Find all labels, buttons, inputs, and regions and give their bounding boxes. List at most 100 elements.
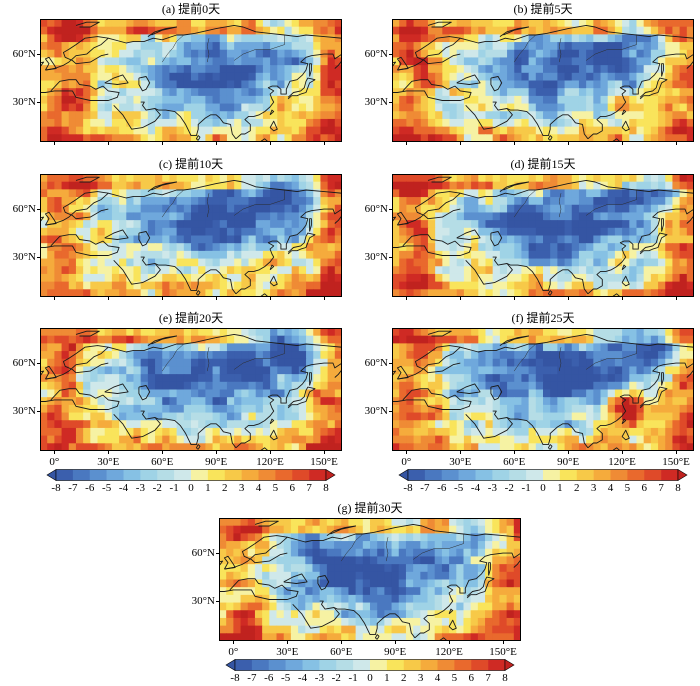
grid-cell bbox=[593, 381, 602, 391]
grid-cell bbox=[686, 273, 693, 283]
grid-cell bbox=[291, 351, 300, 360]
grid-cell bbox=[658, 189, 666, 198]
grid-cell bbox=[97, 80, 106, 89]
grid-cell bbox=[586, 366, 594, 375]
colorbar-swatch bbox=[526, 469, 544, 481]
coastline bbox=[41, 79, 120, 101]
grid-cell bbox=[393, 443, 400, 450]
grid-cell bbox=[183, 435, 192, 444]
grid-cell bbox=[586, 412, 594, 421]
grid-cell bbox=[41, 250, 48, 260]
longitude-tick bbox=[216, 451, 218, 454]
grid-cell bbox=[334, 412, 341, 421]
grid-cell bbox=[478, 95, 487, 105]
grid-cell bbox=[319, 548, 328, 558]
colorbar-swatch bbox=[123, 469, 141, 481]
grid-cell bbox=[593, 88, 602, 97]
grid-cell bbox=[507, 289, 515, 296]
grid-cell bbox=[312, 541, 321, 550]
grid-cell bbox=[362, 602, 371, 611]
grid-cell bbox=[68, 266, 77, 275]
coastline bbox=[460, 179, 693, 199]
grid-cell bbox=[550, 397, 558, 406]
grid-cell bbox=[600, 235, 609, 244]
grid-cell bbox=[471, 103, 479, 112]
grid-cell bbox=[355, 579, 364, 588]
grid-cell bbox=[334, 103, 341, 112]
grid-cell bbox=[535, 118, 544, 128]
grid-cell bbox=[126, 197, 135, 206]
grid-cell bbox=[219, 266, 228, 275]
grid-cell bbox=[514, 26, 523, 35]
grid-cell bbox=[435, 329, 443, 337]
grid-cell bbox=[492, 111, 501, 120]
grid-cell bbox=[600, 397, 609, 406]
grid-cell bbox=[463, 617, 472, 627]
grid-cell bbox=[169, 72, 178, 82]
grid-cell bbox=[507, 358, 515, 368]
longitude-tick bbox=[162, 142, 164, 145]
grid-cell bbox=[413, 351, 422, 360]
grid-cell bbox=[607, 289, 616, 296]
grid-cell bbox=[119, 212, 127, 221]
grid-cell bbox=[262, 519, 270, 527]
coastline bbox=[195, 444, 201, 450]
grid-cell bbox=[212, 20, 221, 28]
grid-cell bbox=[499, 88, 508, 97]
grid-cell bbox=[550, 289, 558, 296]
grid-cell bbox=[83, 175, 91, 183]
grid-cell bbox=[162, 273, 171, 283]
grid-cell bbox=[686, 57, 693, 66]
grid-cell bbox=[334, 366, 341, 375]
grid-cell bbox=[456, 374, 465, 383]
grid-cell bbox=[686, 351, 693, 360]
grid-cell bbox=[198, 366, 206, 375]
grid-cell bbox=[478, 412, 487, 421]
grid-cell bbox=[277, 95, 286, 105]
grid-cell bbox=[578, 65, 587, 74]
grid-cell bbox=[427, 57, 436, 66]
grid-cell bbox=[191, 366, 199, 375]
grid-cell bbox=[83, 420, 91, 429]
rivers bbox=[161, 34, 285, 63]
grid-cell bbox=[593, 427, 602, 437]
grid-cell bbox=[247, 533, 256, 542]
grid-cell bbox=[679, 175, 688, 183]
grid-cell bbox=[398, 610, 407, 619]
grid-cell bbox=[191, 351, 199, 360]
grid-cell bbox=[600, 49, 609, 59]
latitude-tick bbox=[37, 54, 40, 56]
grid-cell bbox=[269, 571, 278, 581]
grid-cell bbox=[334, 80, 341, 89]
grid-cell bbox=[319, 556, 328, 565]
grid-cell bbox=[636, 335, 645, 344]
grid-cell bbox=[571, 250, 580, 260]
grid-cell bbox=[393, 358, 400, 368]
grid-cell bbox=[104, 20, 113, 28]
grid-cell bbox=[543, 26, 551, 35]
grid-cell bbox=[298, 571, 306, 581]
grid-cell bbox=[219, 397, 228, 406]
grid-cell bbox=[384, 571, 393, 581]
grid-cell bbox=[283, 564, 292, 573]
grid-cell bbox=[355, 610, 364, 619]
grid-cell bbox=[434, 519, 443, 527]
grid-cell bbox=[248, 389, 257, 398]
grid-cell bbox=[205, 404, 214, 414]
grid-cell bbox=[313, 243, 322, 252]
grid-cell bbox=[226, 189, 235, 198]
grid-cell bbox=[284, 227, 293, 237]
grid-cell bbox=[370, 541, 378, 550]
grid-cell bbox=[47, 20, 55, 28]
grid-cell bbox=[471, 42, 479, 51]
grid-cell bbox=[492, 266, 501, 275]
grid-cell bbox=[586, 435, 594, 444]
grid-cell bbox=[155, 72, 163, 82]
grid-cell bbox=[341, 587, 350, 596]
grid-cell bbox=[327, 34, 336, 43]
grid-cell bbox=[492, 42, 501, 51]
grid-cell bbox=[434, 579, 443, 588]
grid-cell bbox=[147, 389, 156, 398]
grid-cell bbox=[61, 435, 70, 444]
grid-cell bbox=[557, 72, 566, 82]
